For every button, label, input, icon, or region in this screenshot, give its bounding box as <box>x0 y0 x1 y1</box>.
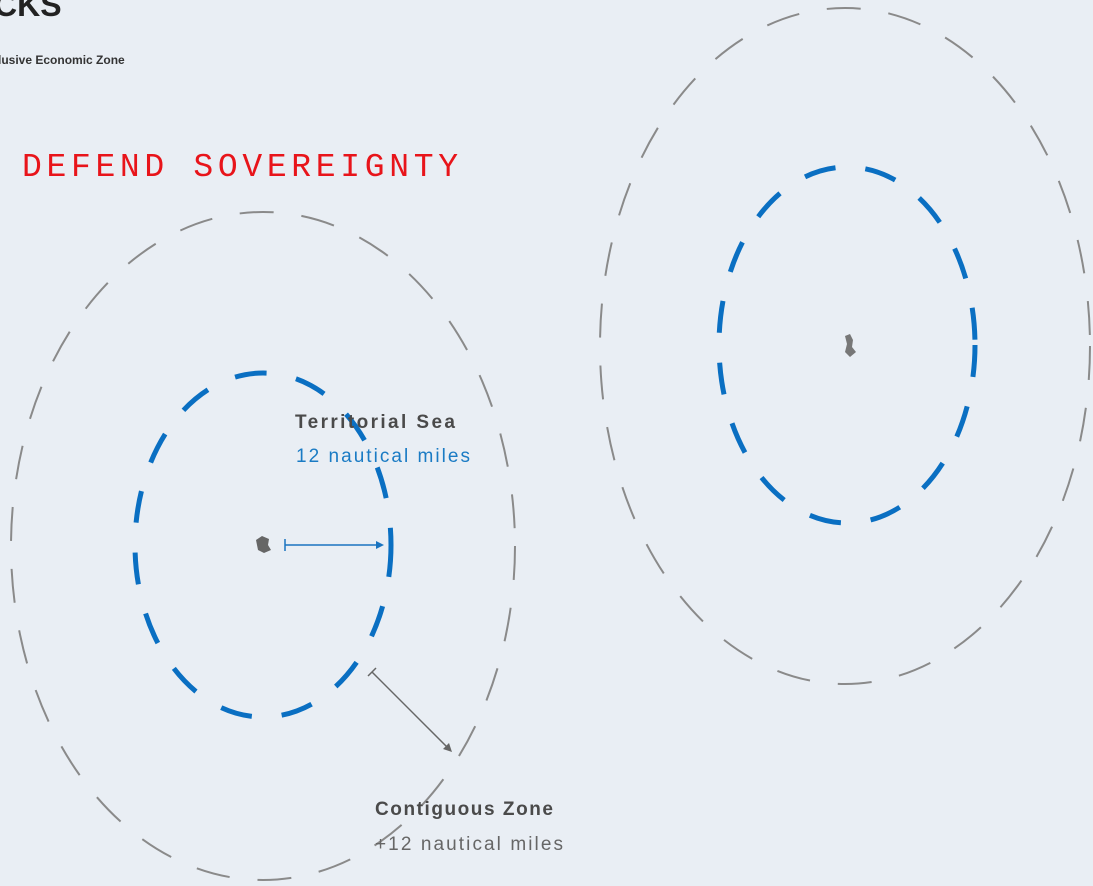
arrow-head <box>376 541 384 549</box>
contiguous-zone-ring <box>599 7 1091 685</box>
contiguous-zone-ring <box>10 211 516 881</box>
distance-arrow <box>371 671 449 749</box>
title: CKS <box>0 0 62 23</box>
subtitle: lusive Economic Zone <box>0 53 125 67</box>
island <box>845 334 856 357</box>
territorial-sea-ring <box>132 370 394 720</box>
contiguous-zone-label: Contiguous Zone <box>375 799 553 820</box>
territorial-sea-distance: 12 nautical miles <box>296 446 470 467</box>
contiguous-zone-distance: +12 nautical miles <box>375 834 563 855</box>
arrow-tick <box>367 667 377 677</box>
island <box>256 536 271 553</box>
territorial-sea-ring <box>716 164 978 526</box>
arrow-head <box>443 743 452 752</box>
